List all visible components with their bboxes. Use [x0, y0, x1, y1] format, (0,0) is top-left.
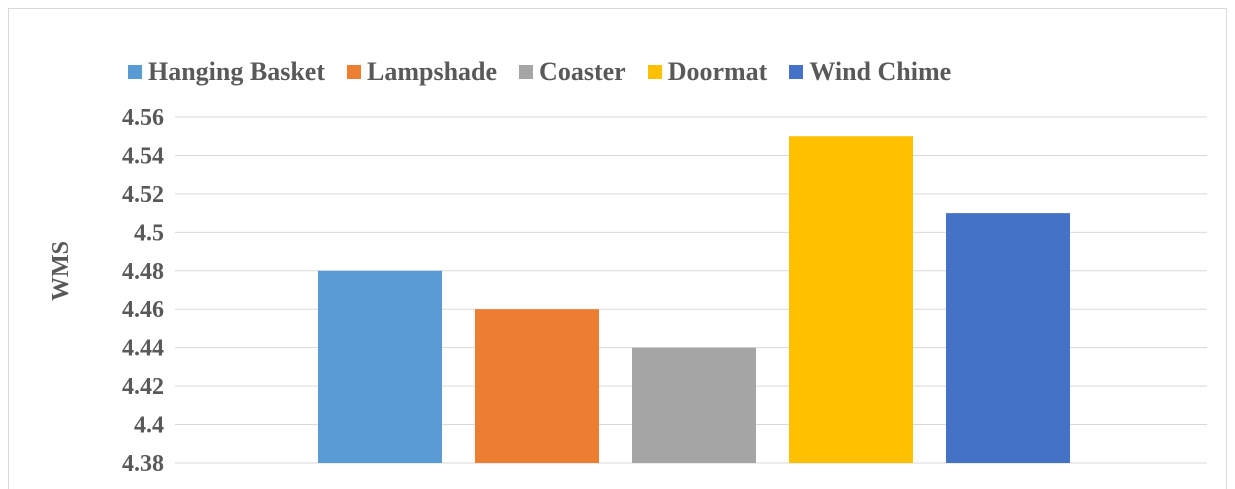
y-tick-label: 4.5: [134, 220, 164, 246]
legend-item-hanging-basket: Hanging Basket: [128, 57, 325, 87]
legend-label: Lampshade: [367, 57, 498, 86]
bar-doormat: [789, 136, 913, 463]
bars: [318, 136, 1070, 463]
y-tick-label: 4.48: [122, 259, 164, 285]
y-tick-label: 4.54: [122, 143, 164, 169]
y-axis-label: WMS: [48, 241, 74, 301]
y-tick-label: 4.4: [134, 413, 164, 439]
legend-label: Wind Chime: [809, 57, 952, 86]
legend-item-doormat: Doormat: [647, 57, 768, 87]
y-tick-label: 4.42: [122, 374, 164, 400]
legend-item-lampshade: Lampshade: [347, 57, 497, 87]
y-tick-label: 4.52: [122, 182, 164, 208]
legend-swatch: [519, 65, 534, 79]
y-tick-label: 4.44: [122, 336, 164, 362]
y-tick-label: 4.56: [122, 105, 164, 131]
y-axis-ticks: 4.38 4.4 4.42 4.44 4.46 4.48 4.5 4.52 4.54 4.56: [122, 105, 164, 477]
legend-swatch: [128, 65, 142, 79]
y-tick-label: 4.38: [122, 451, 164, 477]
legend-swatch: [789, 65, 804, 79]
chart-legend: Hanging Basket Lampshade Coaster Doormat…: [128, 52, 951, 92]
legend-label: Doormat: [667, 57, 768, 86]
legend-label: Coaster: [539, 57, 626, 86]
legend-item-wind-chime: Wind Chime: [789, 57, 951, 87]
bar-lampshade: [475, 309, 599, 463]
legend-swatch: [347, 65, 361, 79]
bar-hanging-basket: [318, 270, 442, 463]
y-tick-label: 4.46: [122, 297, 164, 323]
bar-wind-chime: [946, 213, 1070, 463]
bar-coaster: [632, 347, 756, 463]
legend-swatch: [647, 65, 662, 79]
legend-label: Hanging Basket: [148, 57, 325, 86]
legend-item-coaster: Coaster: [519, 57, 626, 87]
